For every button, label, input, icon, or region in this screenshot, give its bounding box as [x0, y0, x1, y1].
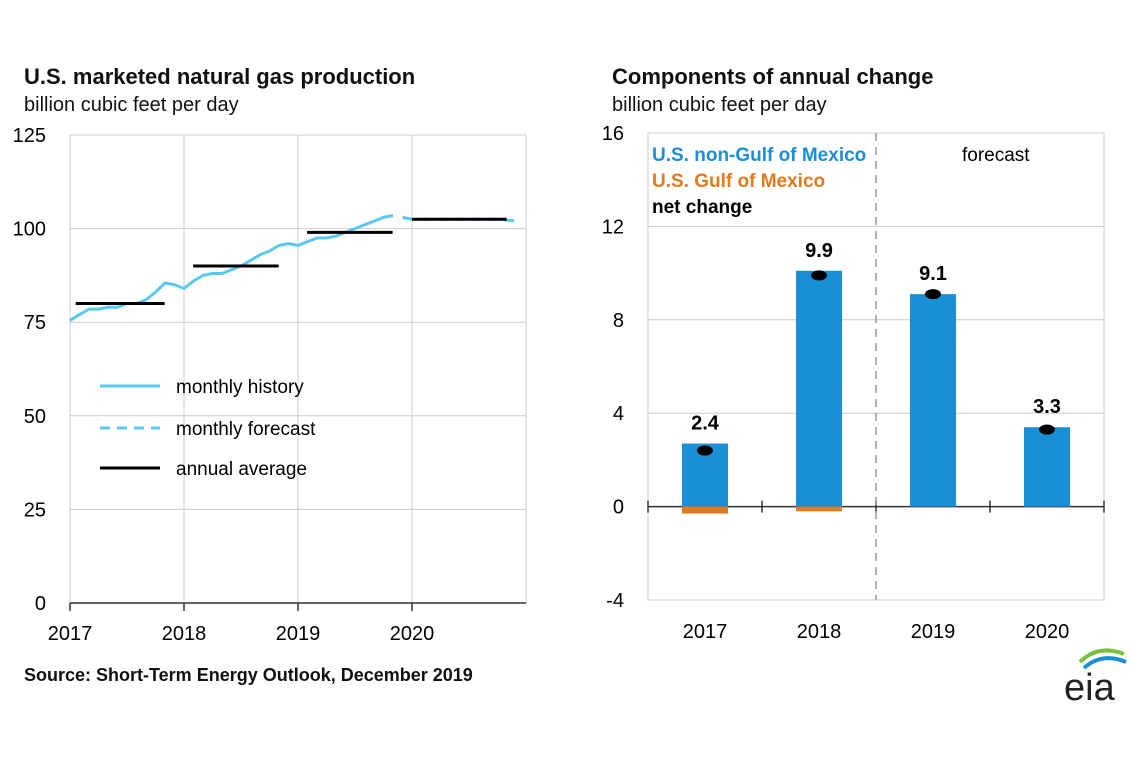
- right-legend: U.S. non-Gulf of Mexico U.S. Gulf of Mex…: [652, 145, 866, 218]
- left-x-tick-label: 2017: [48, 623, 93, 645]
- net-change-data-label: 9.9: [805, 240, 833, 262]
- logo-arc-blue: [1082, 656, 1127, 670]
- right-y-tick-label: 16: [602, 123, 624, 145]
- right-chart-subtitle: billion cubic feet per day: [612, 94, 827, 116]
- bar-gulf: [796, 506, 842, 512]
- net-change-data-label: 9.1: [919, 263, 947, 285]
- left-y-tick-label: 0: [35, 593, 46, 615]
- legend-label-net: net change: [652, 197, 752, 218]
- net-change-marker: [925, 289, 941, 300]
- right-x-tick-label: 2017: [683, 621, 728, 643]
- left-chart-title: U.S. marketed natural gas production: [24, 64, 416, 89]
- left-legend: monthly history monthly forecast annual …: [100, 377, 316, 480]
- legend-label-gulf: U.S. Gulf of Mexico: [652, 171, 825, 192]
- bar-non-gulf: [796, 270, 842, 507]
- net-change-data-label: 3.3: [1033, 396, 1061, 418]
- source-note: Source: Short-Term Energy Outlook, Decem…: [24, 665, 473, 685]
- legend-label-forecast: monthly forecast: [176, 419, 316, 440]
- eia-logo: eia: [1064, 648, 1127, 709]
- right-bar-chart: -4 0 4 8 12 16 2017 2018 2019 2020 2.4 9.9 9.1 3.3 U…: [602, 123, 1105, 643]
- bar-non-gulf: [1024, 427, 1070, 507]
- right-y-tick-label: 0: [613, 497, 624, 519]
- logo-arc-green: [1078, 648, 1125, 664]
- right-x-tick-label: 2020: [1025, 621, 1070, 643]
- logo-wordmark: eia: [1064, 667, 1116, 709]
- left-x-tick-label: 2018: [162, 623, 207, 645]
- net-change-marker: [1039, 424, 1055, 435]
- left-y-tick-label: 50: [24, 406, 46, 428]
- right-x-tick-label: 2018: [797, 621, 842, 643]
- legend-label-history: monthly history: [176, 377, 304, 398]
- net-change-data-label: 2.4: [691, 413, 720, 435]
- net-change-marker: [811, 270, 827, 281]
- left-x-tick-label: 2020: [390, 623, 435, 645]
- right-x-tick-label: 2019: [911, 621, 956, 643]
- left-chart-subtitle: billion cubic feet per day: [24, 94, 239, 116]
- left-x-tick-label: 2019: [276, 623, 321, 645]
- left-y-tick-label: 75: [24, 312, 46, 334]
- legend-label-annual: annual average: [176, 459, 307, 480]
- left-y-tick-label: 25: [24, 499, 46, 521]
- right-chart-title: Components of annual change: [612, 64, 934, 89]
- right-y-tick-label: 8: [613, 310, 624, 332]
- left-line-chart: 0 25 50 75 100 125 2017 2018 2019 2020 monthly hi…: [13, 125, 527, 645]
- legend-label-nongulf: U.S. non-Gulf of Mexico: [652, 145, 866, 166]
- bar-gulf: [682, 506, 728, 514]
- bar-non-gulf: [910, 294, 956, 507]
- right-y-tick-label: -4: [606, 590, 624, 612]
- left-y-tick-label: 125: [13, 125, 46, 147]
- forecast-label: forecast: [962, 145, 1030, 166]
- net-change-marker: [697, 445, 713, 456]
- right-y-tick-label: 4: [613, 403, 624, 425]
- right-y-tick-label: 12: [602, 216, 624, 238]
- left-y-tick-label: 100: [13, 219, 46, 241]
